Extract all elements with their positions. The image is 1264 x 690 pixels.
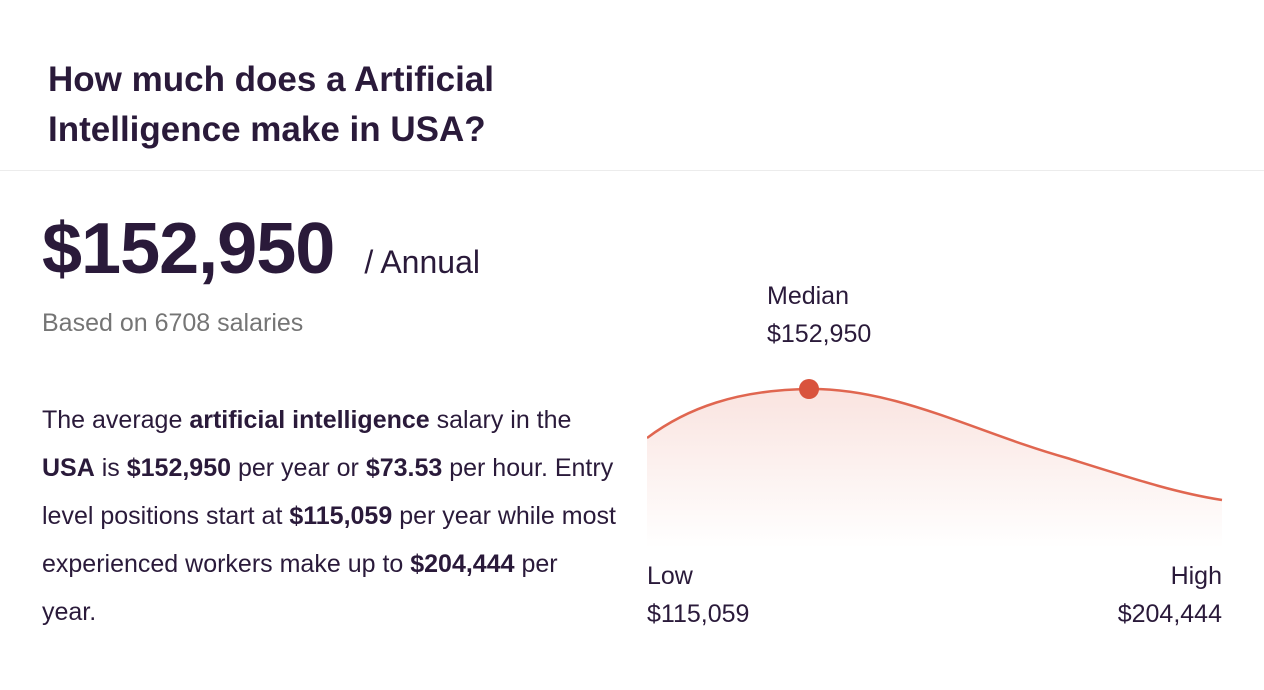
desc-text: The average (42, 406, 190, 434)
desc-annual-salary: $152,950 (126, 454, 232, 482)
median-value: $152,950 (767, 320, 872, 348)
desc-text: per year while most experienced workers … (42, 502, 616, 578)
salary-amount: $152,950 (42, 209, 335, 289)
distribution-area (647, 388, 1222, 548)
salary-period: / Annual (364, 244, 480, 280)
desc-text: per year or (231, 454, 366, 482)
median-marker (799, 379, 819, 399)
low-value: $115,059 (647, 600, 750, 628)
page-header: How much does a Artificial Intelligence … (0, 0, 1264, 171)
desc-text: per hour. Entry level positions start at (42, 454, 614, 530)
salary-count-note: Based on 6708 salaries (42, 309, 304, 337)
desc-hourly-rate: $73.53 (365, 454, 443, 482)
desc-text: salary in the (429, 406, 572, 434)
salary-summary: $152,950 / Annual (42, 208, 480, 290)
median-label: Median (767, 282, 849, 310)
desc-text: per year. (42, 550, 558, 626)
low-label: Low (647, 562, 693, 590)
salary-description: The average artificial intelligence sala… (42, 396, 617, 636)
page-title: How much does a Artificial Intelligence … (48, 60, 495, 149)
high-value: $204,444 (1117, 600, 1222, 628)
desc-entry-salary: $115,059 (289, 502, 393, 530)
distribution-line (647, 387, 1223, 502)
desc-job-title: artificial intelligence (189, 406, 430, 434)
distribution-curve-graphic (647, 379, 1223, 548)
salary-distribution-chart: Median $152,950 Low $115,059 High $204,4… (647, 278, 1227, 638)
desc-experienced-salary: $204,444 (410, 550, 515, 578)
desc-location: USA (42, 454, 95, 482)
high-label: High (1170, 562, 1222, 590)
desc-text: is (94, 454, 127, 482)
